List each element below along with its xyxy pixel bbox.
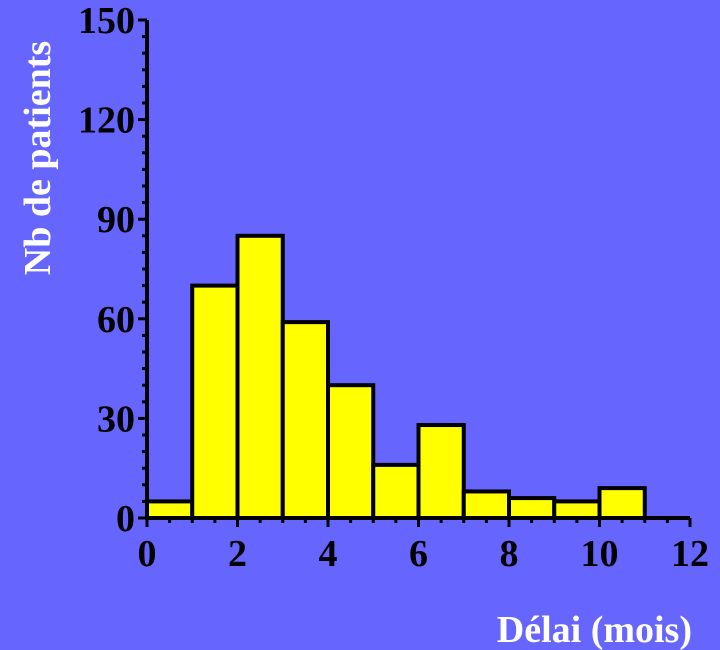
histogram-bar-2 — [235, 233, 285, 521]
histogram-bar-10 — [597, 486, 647, 520]
histogram-bar-4 — [326, 383, 376, 521]
axes-group — [138, 18, 692, 527]
x-tick-label: 2 — [228, 533, 247, 575]
y-tick-label: 150 — [78, 0, 135, 42]
x-tick-label: 6 — [409, 533, 428, 575]
tick-labels-group: 0 30 60 90 120 150 0 2 4 6 8 10 12 — [78, 0, 709, 575]
histogram-bar-9 — [552, 499, 602, 520]
bars-group — [145, 233, 647, 521]
y-tick-label: 60 — [97, 299, 135, 341]
y-axis-title: Nb de patients — [17, 41, 59, 275]
histogram-bar-0 — [145, 499, 195, 520]
x-axis-title: Délai (mois) — [497, 609, 692, 650]
x-tick-label: 0 — [138, 533, 157, 575]
x-tick-label: 12 — [671, 533, 709, 575]
y-tick-label: 90 — [97, 199, 135, 241]
x-tick-label: 10 — [581, 533, 619, 575]
histogram-bar-5 — [371, 462, 421, 521]
y-tick-label: 30 — [97, 398, 135, 440]
histogram-bar-6 — [416, 423, 466, 521]
y-tick-label: 0 — [116, 498, 135, 540]
histogram-bar-8 — [507, 496, 557, 520]
y-tick-label: 120 — [78, 100, 135, 142]
x-tick-label: 4 — [319, 533, 338, 575]
histogram-bar-7 — [461, 489, 511, 521]
histogram-bar-1 — [190, 283, 240, 520]
histogram-bar-3 — [280, 320, 330, 520]
x-tick-label: 8 — [500, 533, 519, 575]
